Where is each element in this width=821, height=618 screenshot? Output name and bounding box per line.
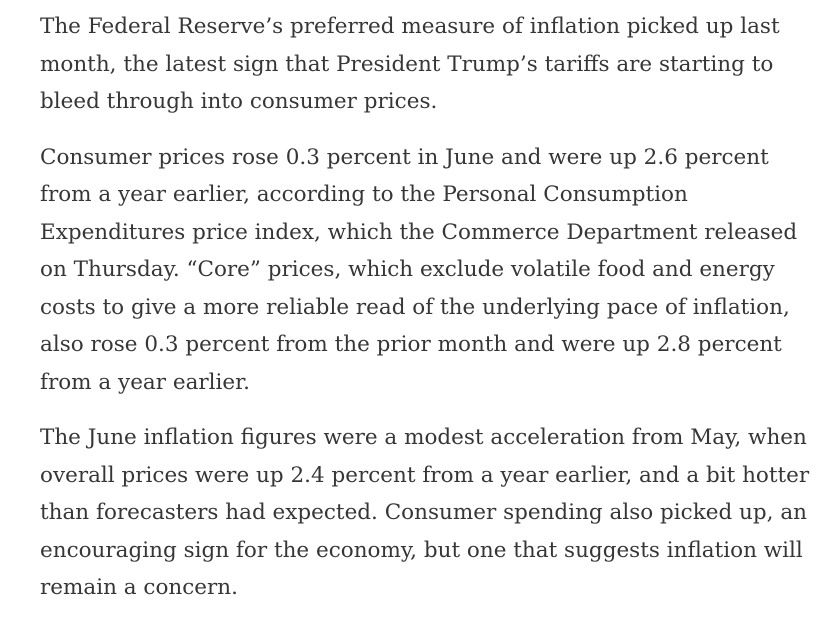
- article-paragraph-1: The Federal Reserve’s preferred measure …: [40, 14, 780, 114]
- article-paragraph-2: Consumer prices rose 0.3 percent in June…: [40, 144, 798, 395]
- article-paragraph-3: The June inflation figures were a modest…: [40, 425, 810, 600]
- article-body: The Federal Reserve’s preferred measure …: [40, 8, 810, 607]
